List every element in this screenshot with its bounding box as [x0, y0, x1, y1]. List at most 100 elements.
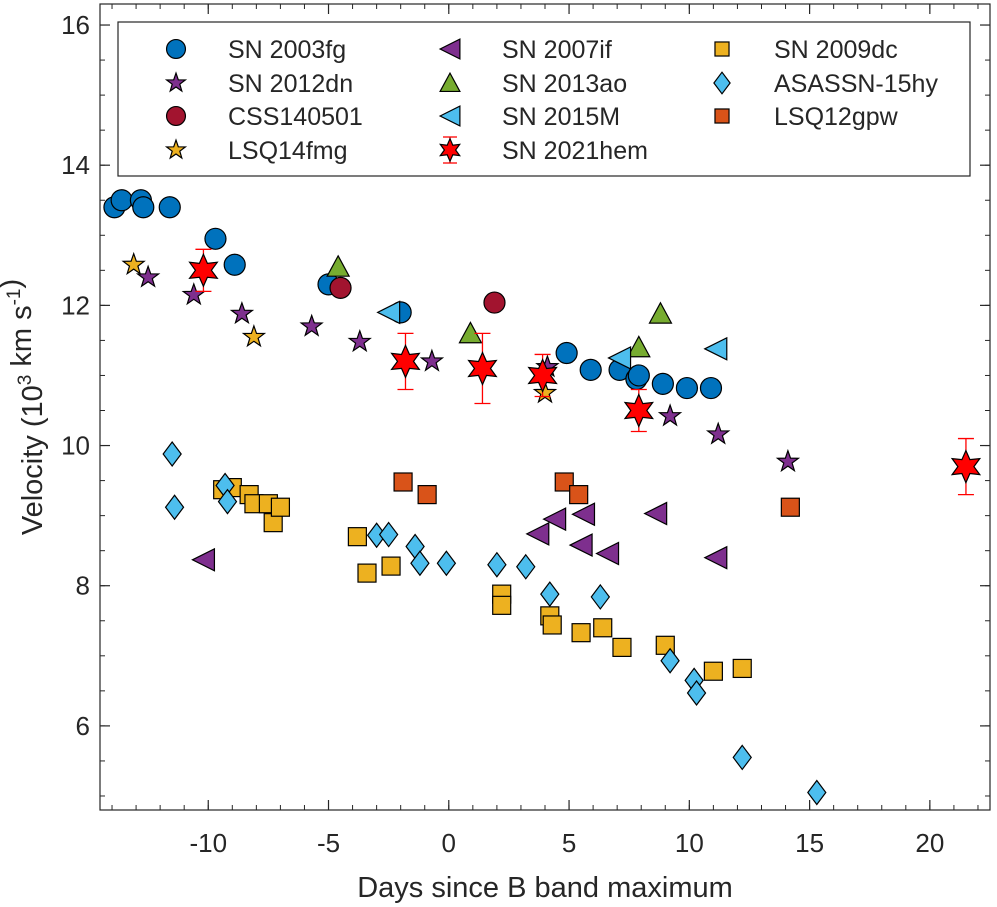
y-tick-label: 12	[61, 290, 90, 320]
data-point	[703, 545, 728, 570]
data-point	[458, 321, 483, 344]
legend-marker	[713, 71, 731, 95]
data-point	[542, 507, 567, 532]
y-tick-label: 10	[61, 431, 90, 461]
legend-box	[117, 21, 971, 177]
data-point	[568, 533, 593, 558]
data-point	[492, 595, 512, 615]
legend-marker	[439, 137, 461, 163]
data-point	[657, 403, 683, 427]
legend-entry: SN 2013ao	[439, 70, 627, 98]
data-points	[103, 189, 982, 806]
data-point	[686, 679, 707, 706]
data-point	[487, 551, 507, 578]
legend-marker	[164, 71, 188, 93]
data-point	[299, 313, 324, 337]
data-point	[775, 448, 801, 473]
data-point	[357, 563, 377, 583]
data-point	[181, 282, 207, 306]
data-point	[164, 494, 185, 521]
data-point	[121, 251, 146, 276]
data-point	[191, 547, 216, 572]
data-point	[410, 550, 430, 577]
data-point	[627, 364, 650, 387]
data-point	[376, 300, 401, 325]
data-point	[390, 343, 421, 379]
data-point	[532, 380, 558, 404]
data-point	[950, 449, 982, 485]
data-point	[626, 335, 651, 358]
data-point	[703, 336, 728, 361]
legend-label: CSS140501	[228, 103, 363, 131]
data-point	[110, 189, 133, 212]
legend-label: SN 2007if	[502, 36, 612, 64]
series-css140501	[329, 276, 506, 314]
data-point	[527, 358, 558, 393]
x-tick-label: -5	[317, 828, 340, 858]
data-point	[419, 348, 445, 372]
data-point	[393, 472, 413, 492]
legend-entry: SN 2021hem	[439, 136, 648, 165]
data-point	[612, 637, 632, 657]
legend-label: SN 2003fg	[228, 36, 346, 64]
data-point	[270, 497, 291, 517]
series-lsq14fmg	[121, 251, 558, 404]
legend-label: LSQ12gpw	[774, 103, 899, 131]
legend-entry: SN 2007if	[438, 36, 612, 64]
data-point	[732, 744, 752, 771]
data-point	[347, 328, 372, 353]
data-point	[590, 583, 611, 610]
legend-entry: ASASSN-15hy	[713, 70, 938, 98]
legend-entry: LSQ12gpw	[714, 103, 899, 131]
y-axis-label-part: km s	[6, 305, 38, 374]
data-point	[525, 521, 550, 546]
x-axis-label: Days since B band maximum	[357, 872, 733, 904]
data-point	[579, 358, 602, 381]
data-point	[162, 440, 182, 467]
legend-entry: CSS140501	[165, 103, 363, 131]
data-point	[705, 421, 731, 445]
data-point	[651, 372, 674, 395]
data-point	[223, 253, 246, 276]
series-sn-2015m	[376, 300, 728, 370]
x-tick-label: 20	[915, 828, 944, 858]
y-axis-label-superscript: -1	[4, 288, 25, 305]
data-point	[381, 556, 401, 576]
legend: SN 2003fg SN 2012dn CSS140501 LSQ14fmg SN 20…	[117, 21, 971, 177]
data-point	[158, 196, 181, 219]
data-point	[703, 661, 723, 681]
legend-label: SN 2012dn	[228, 70, 353, 98]
data-point	[467, 351, 498, 386]
legend-label: SN 2013ao	[502, 70, 627, 98]
y-axis-label: Velocity (103 km s-1)	[0, 279, 49, 535]
legend-marker	[439, 71, 461, 93]
y-tick-label: 6	[76, 711, 90, 741]
legend-marker	[714, 41, 730, 57]
legend-marker	[438, 105, 461, 127]
data-point	[660, 647, 680, 674]
data-point	[188, 252, 219, 288]
data-point	[554, 472, 574, 492]
legend-entry: SN 2012dn	[164, 70, 353, 98]
y-tick-label: 16	[61, 10, 90, 40]
legend-marker	[164, 138, 188, 160]
y-axis-label-part: Velocity (10	[17, 385, 49, 535]
y-tick-label: 14	[61, 150, 90, 180]
data-point	[135, 264, 161, 288]
data-point	[329, 276, 352, 299]
legend-entry: SN 2009dc	[714, 36, 898, 64]
y-axis-label-part: )	[0, 279, 27, 289]
series-sn-2012dn	[135, 264, 801, 473]
legend-entry: LSQ14fmg	[164, 137, 348, 165]
legend-marker	[165, 105, 187, 127]
series-sn-2007if	[191, 501, 728, 572]
y-axis-label-superscript: 3	[15, 375, 36, 386]
data-point	[540, 581, 560, 608]
series-asassn-15hy	[162, 440, 827, 806]
data-point	[217, 488, 238, 515]
data-point	[555, 341, 578, 365]
data-point	[623, 393, 654, 428]
data-point	[648, 301, 673, 324]
legend-marker	[714, 108, 730, 124]
